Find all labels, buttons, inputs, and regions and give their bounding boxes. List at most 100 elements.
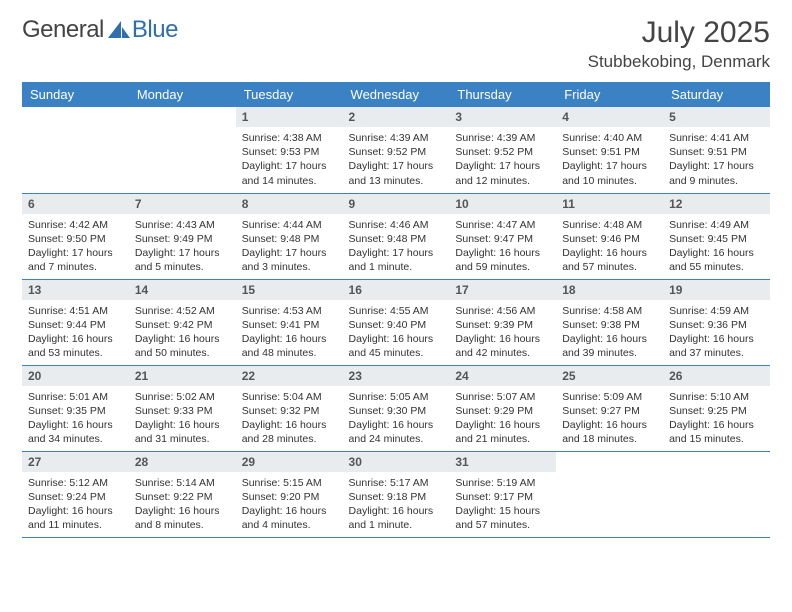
calendar-day-cell: 28Sunrise: 5:14 AMSunset: 9:22 PMDayligh… — [129, 451, 236, 537]
calendar-day-cell: 20Sunrise: 5:01 AMSunset: 9:35 PMDayligh… — [22, 365, 129, 451]
day-body: Sunrise: 4:40 AMSunset: 9:51 PMDaylight:… — [556, 127, 663, 192]
logo-text: General — [22, 16, 104, 44]
weekday-header: Thursday — [449, 82, 556, 107]
day-body: Sunrise: 4:38 AMSunset: 9:53 PMDaylight:… — [236, 127, 343, 192]
location-label: Stubbekobing, Denmark — [588, 52, 770, 72]
page-title: July 2025 — [588, 16, 770, 50]
day-body: Sunrise: 4:56 AMSunset: 9:39 PMDaylight:… — [449, 300, 556, 365]
day-body: Sunrise: 4:39 AMSunset: 9:52 PMDaylight:… — [449, 127, 556, 192]
day-number: 24 — [449, 366, 556, 386]
calendar-day-cell: 17Sunrise: 4:56 AMSunset: 9:39 PMDayligh… — [449, 279, 556, 365]
calendar-day-cell: 29Sunrise: 5:15 AMSunset: 9:20 PMDayligh… — [236, 451, 343, 537]
day-body: Sunrise: 4:43 AMSunset: 9:49 PMDaylight:… — [129, 214, 236, 279]
calendar-day-cell: . — [22, 107, 129, 193]
calendar-day-cell: . — [129, 107, 236, 193]
calendar-day-cell: 19Sunrise: 4:59 AMSunset: 9:36 PMDayligh… — [663, 279, 770, 365]
day-number: 6 — [22, 194, 129, 214]
calendar-day-cell: 5Sunrise: 4:41 AMSunset: 9:51 PMDaylight… — [663, 107, 770, 193]
day-body: Sunrise: 5:07 AMSunset: 9:29 PMDaylight:… — [449, 386, 556, 451]
calendar-day-cell: 4Sunrise: 4:40 AMSunset: 9:51 PMDaylight… — [556, 107, 663, 193]
calendar-day-cell: 7Sunrise: 4:43 AMSunset: 9:49 PMDaylight… — [129, 193, 236, 279]
day-body: Sunrise: 5:12 AMSunset: 9:24 PMDaylight:… — [22, 472, 129, 537]
calendar-day-cell: 31Sunrise: 5:19 AMSunset: 9:17 PMDayligh… — [449, 451, 556, 537]
day-number: 25 — [556, 366, 663, 386]
calendar-week-row: 6Sunrise: 4:42 AMSunset: 9:50 PMDaylight… — [22, 193, 770, 279]
day-body: Sunrise: 5:19 AMSunset: 9:17 PMDaylight:… — [449, 472, 556, 537]
day-body: Sunrise: 4:41 AMSunset: 9:51 PMDaylight:… — [663, 127, 770, 192]
calendar-day-cell: 15Sunrise: 4:53 AMSunset: 9:41 PMDayligh… — [236, 279, 343, 365]
logo: General Blue — [22, 16, 178, 44]
day-number: 3 — [449, 107, 556, 127]
calendar-day-cell: 1Sunrise: 4:38 AMSunset: 9:53 PMDaylight… — [236, 107, 343, 193]
day-number: 16 — [343, 280, 450, 300]
calendar-day-cell: 18Sunrise: 4:58 AMSunset: 9:38 PMDayligh… — [556, 279, 663, 365]
day-body: Sunrise: 5:02 AMSunset: 9:33 PMDaylight:… — [129, 386, 236, 451]
calendar-day-cell: 26Sunrise: 5:10 AMSunset: 9:25 PMDayligh… — [663, 365, 770, 451]
calendar-day-cell: 12Sunrise: 4:49 AMSunset: 9:45 PMDayligh… — [663, 193, 770, 279]
calendar-day-cell: . — [663, 451, 770, 537]
day-body: Sunrise: 5:17 AMSunset: 9:18 PMDaylight:… — [343, 472, 450, 537]
calendar-day-cell: 21Sunrise: 5:02 AMSunset: 9:33 PMDayligh… — [129, 365, 236, 451]
calendar-day-cell: 23Sunrise: 5:05 AMSunset: 9:30 PMDayligh… — [343, 365, 450, 451]
day-body: Sunrise: 4:46 AMSunset: 9:48 PMDaylight:… — [343, 214, 450, 279]
day-body: Sunrise: 5:10 AMSunset: 9:25 PMDaylight:… — [663, 386, 770, 451]
day-number: 23 — [343, 366, 450, 386]
day-body: Sunrise: 4:55 AMSunset: 9:40 PMDaylight:… — [343, 300, 450, 365]
weekday-header: Friday — [556, 82, 663, 107]
logo-text-right: Blue — [132, 16, 178, 44]
day-body: Sunrise: 4:44 AMSunset: 9:48 PMDaylight:… — [236, 214, 343, 279]
calendar-day-cell: 6Sunrise: 4:42 AMSunset: 9:50 PMDaylight… — [22, 193, 129, 279]
day-body: Sunrise: 5:04 AMSunset: 9:32 PMDaylight:… — [236, 386, 343, 451]
day-number: 30 — [343, 452, 450, 472]
day-number: 26 — [663, 366, 770, 386]
day-number: 28 — [129, 452, 236, 472]
day-body: Sunrise: 4:47 AMSunset: 9:47 PMDaylight:… — [449, 214, 556, 279]
day-number: 2 — [343, 107, 450, 127]
day-body: Sunrise: 4:48 AMSunset: 9:46 PMDaylight:… — [556, 214, 663, 279]
calendar-day-cell: . — [556, 451, 663, 537]
calendar-day-cell: 2Sunrise: 4:39 AMSunset: 9:52 PMDaylight… — [343, 107, 450, 193]
calendar-day-cell: 22Sunrise: 5:04 AMSunset: 9:32 PMDayligh… — [236, 365, 343, 451]
day-body: Sunrise: 4:39 AMSunset: 9:52 PMDaylight:… — [343, 127, 450, 192]
day-number: 5 — [663, 107, 770, 127]
calendar-day-cell: 24Sunrise: 5:07 AMSunset: 9:29 PMDayligh… — [449, 365, 556, 451]
calendar-day-cell: 25Sunrise: 5:09 AMSunset: 9:27 PMDayligh… — [556, 365, 663, 451]
day-number: 7 — [129, 194, 236, 214]
day-number: 4 — [556, 107, 663, 127]
logo-sail-icon — [108, 21, 130, 39]
calendar-day-cell: 13Sunrise: 4:51 AMSunset: 9:44 PMDayligh… — [22, 279, 129, 365]
day-body: Sunrise: 4:52 AMSunset: 9:42 PMDaylight:… — [129, 300, 236, 365]
day-body: Sunrise: 5:15 AMSunset: 9:20 PMDaylight:… — [236, 472, 343, 537]
calendar-week-row: 13Sunrise: 4:51 AMSunset: 9:44 PMDayligh… — [22, 279, 770, 365]
day-number: 9 — [343, 194, 450, 214]
day-body: Sunrise: 5:01 AMSunset: 9:35 PMDaylight:… — [22, 386, 129, 451]
weekday-header: Monday — [129, 82, 236, 107]
day-number: 20 — [22, 366, 129, 386]
day-number: 14 — [129, 280, 236, 300]
day-number: 11 — [556, 194, 663, 214]
calendar-day-cell: 11Sunrise: 4:48 AMSunset: 9:46 PMDayligh… — [556, 193, 663, 279]
weekday-header: Saturday — [663, 82, 770, 107]
day-body: Sunrise: 5:05 AMSunset: 9:30 PMDaylight:… — [343, 386, 450, 451]
calendar-day-cell: 14Sunrise: 4:52 AMSunset: 9:42 PMDayligh… — [129, 279, 236, 365]
calendar-week-row: 20Sunrise: 5:01 AMSunset: 9:35 PMDayligh… — [22, 365, 770, 451]
day-number: 12 — [663, 194, 770, 214]
calendar-day-cell: 27Sunrise: 5:12 AMSunset: 9:24 PMDayligh… — [22, 451, 129, 537]
title-block: July 2025 Stubbekobing, Denmark — [588, 16, 770, 72]
weekday-header: Sunday — [22, 82, 129, 107]
day-number: 17 — [449, 280, 556, 300]
day-number: 21 — [129, 366, 236, 386]
calendar-day-cell: 16Sunrise: 4:55 AMSunset: 9:40 PMDayligh… — [343, 279, 450, 365]
calendar-day-cell: 3Sunrise: 4:39 AMSunset: 9:52 PMDaylight… — [449, 107, 556, 193]
calendar: SundayMondayTuesdayWednesdayThursdayFrid… — [22, 82, 770, 538]
day-number: 27 — [22, 452, 129, 472]
calendar-week-row: 27Sunrise: 5:12 AMSunset: 9:24 PMDayligh… — [22, 451, 770, 537]
logo-text-left: General — [22, 16, 104, 43]
day-body: Sunrise: 4:51 AMSunset: 9:44 PMDaylight:… — [22, 300, 129, 365]
day-number: 15 — [236, 280, 343, 300]
header: General Blue July 2025 Stubbekobing, Den… — [22, 16, 770, 72]
day-number: 13 — [22, 280, 129, 300]
weekday-header-row: SundayMondayTuesdayWednesdayThursdayFrid… — [22, 82, 770, 107]
day-number: 18 — [556, 280, 663, 300]
day-body: Sunrise: 5:14 AMSunset: 9:22 PMDaylight:… — [129, 472, 236, 537]
